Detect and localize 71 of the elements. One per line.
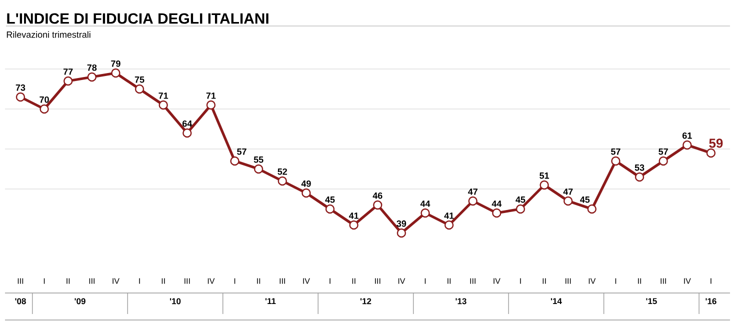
point xyxy=(444,220,454,230)
point xyxy=(587,204,597,214)
point xyxy=(682,140,692,150)
data-label: 61 xyxy=(682,132,692,139)
point xyxy=(134,84,144,94)
point xyxy=(396,228,406,238)
data-label: 47 xyxy=(563,188,573,195)
data-label: 44 xyxy=(420,200,430,207)
data-label: 78 xyxy=(87,64,97,71)
data-label: 75 xyxy=(134,76,144,83)
data-label: 45 xyxy=(580,196,590,203)
text: '15 xyxy=(646,298,657,304)
data-label: 53 xyxy=(634,164,644,171)
point xyxy=(158,100,168,110)
point xyxy=(492,208,502,218)
point xyxy=(254,164,264,174)
point xyxy=(63,76,73,86)
text: '10 xyxy=(170,298,181,304)
text: '09 xyxy=(74,298,86,304)
point xyxy=(611,156,620,166)
data-label: 47 xyxy=(468,188,478,195)
text: '12 xyxy=(360,298,372,304)
data-label: 79 xyxy=(111,60,120,67)
data-label: 51 xyxy=(540,172,550,179)
chart-title: L'INDICE DI FIDUCIA DEGLI ITALIANI xyxy=(7,13,268,24)
data-label: 52 xyxy=(278,168,288,175)
point xyxy=(230,156,240,166)
point xyxy=(111,68,120,78)
point xyxy=(420,208,430,218)
point xyxy=(278,176,287,186)
data-label: 46 xyxy=(372,192,382,199)
data-label: 45 xyxy=(516,196,526,203)
point xyxy=(540,180,549,190)
data-label: 77 xyxy=(64,68,73,75)
text: '13 xyxy=(456,298,466,304)
data-label: 57 xyxy=(611,148,620,155)
text: '11 xyxy=(265,298,276,304)
point xyxy=(87,72,97,82)
data-label: 71 xyxy=(158,92,168,99)
point xyxy=(658,156,668,166)
point xyxy=(325,204,335,214)
point xyxy=(16,92,26,102)
data-label: 39 xyxy=(396,220,406,227)
data-label: 59 xyxy=(709,138,723,148)
point xyxy=(373,200,382,210)
data-label: 41 xyxy=(348,212,359,219)
point xyxy=(564,196,573,206)
data-label: 45 xyxy=(325,196,335,203)
data-label: 44 xyxy=(492,200,502,207)
data-label: 55 xyxy=(254,156,264,163)
point xyxy=(206,100,216,110)
point xyxy=(634,172,644,182)
data-label: 57 xyxy=(237,148,246,155)
point xyxy=(182,128,192,138)
point xyxy=(516,204,526,214)
point xyxy=(40,104,49,114)
point xyxy=(468,196,478,206)
point xyxy=(302,188,311,198)
data-label: 70 xyxy=(40,96,49,103)
data-label: 49 xyxy=(301,180,311,187)
point xyxy=(349,220,358,230)
data-label: 73 xyxy=(16,84,26,91)
text: '08 xyxy=(15,298,26,304)
text: '16 xyxy=(706,298,716,304)
text: '14 xyxy=(550,298,562,304)
point xyxy=(706,148,716,158)
data-label: 64 xyxy=(182,120,192,127)
chart-subtitle: Rilevazioni trimestrali xyxy=(6,31,90,38)
data-label: 71 xyxy=(206,92,216,99)
data-label: 57 xyxy=(658,148,668,155)
data-label: 41 xyxy=(444,212,454,219)
